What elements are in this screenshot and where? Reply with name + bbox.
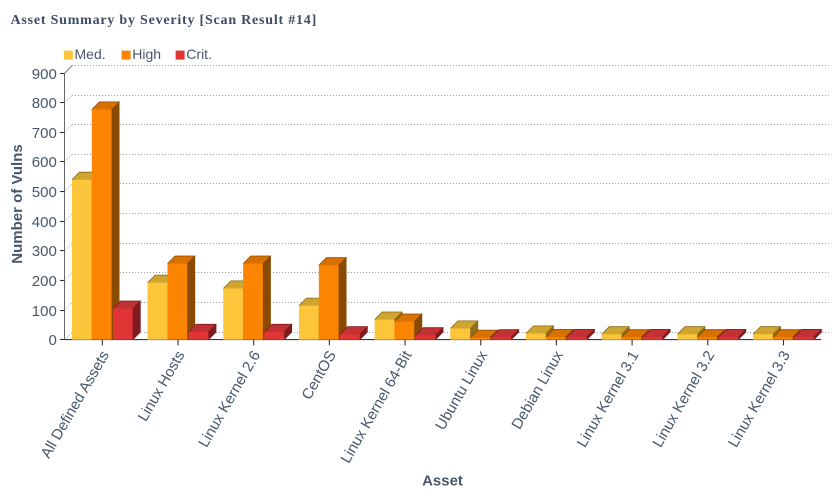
svg-text:Med.: Med. — [75, 46, 106, 62]
svg-text:100: 100 — [32, 303, 57, 320]
svg-text:Number of Vulns: Number of Vulns — [9, 144, 26, 263]
svg-text:300: 300 — [32, 243, 57, 260]
svg-text:500: 500 — [32, 184, 57, 201]
svg-text:400: 400 — [32, 214, 57, 231]
svg-text:800: 800 — [32, 95, 57, 112]
svg-text:Asset Summary by Severity [Sca: Asset Summary by Severity [Scan Result #… — [11, 13, 318, 28]
svg-text:900: 900 — [32, 66, 57, 83]
svg-text:700: 700 — [32, 125, 57, 142]
svg-text:0: 0 — [48, 332, 56, 349]
svg-text:600: 600 — [32, 154, 57, 171]
svg-text:Crit.: Crit. — [186, 46, 212, 62]
svg-text:200: 200 — [32, 273, 57, 290]
svg-text:High: High — [132, 46, 161, 62]
svg-text:Asset: Asset — [422, 473, 463, 490]
